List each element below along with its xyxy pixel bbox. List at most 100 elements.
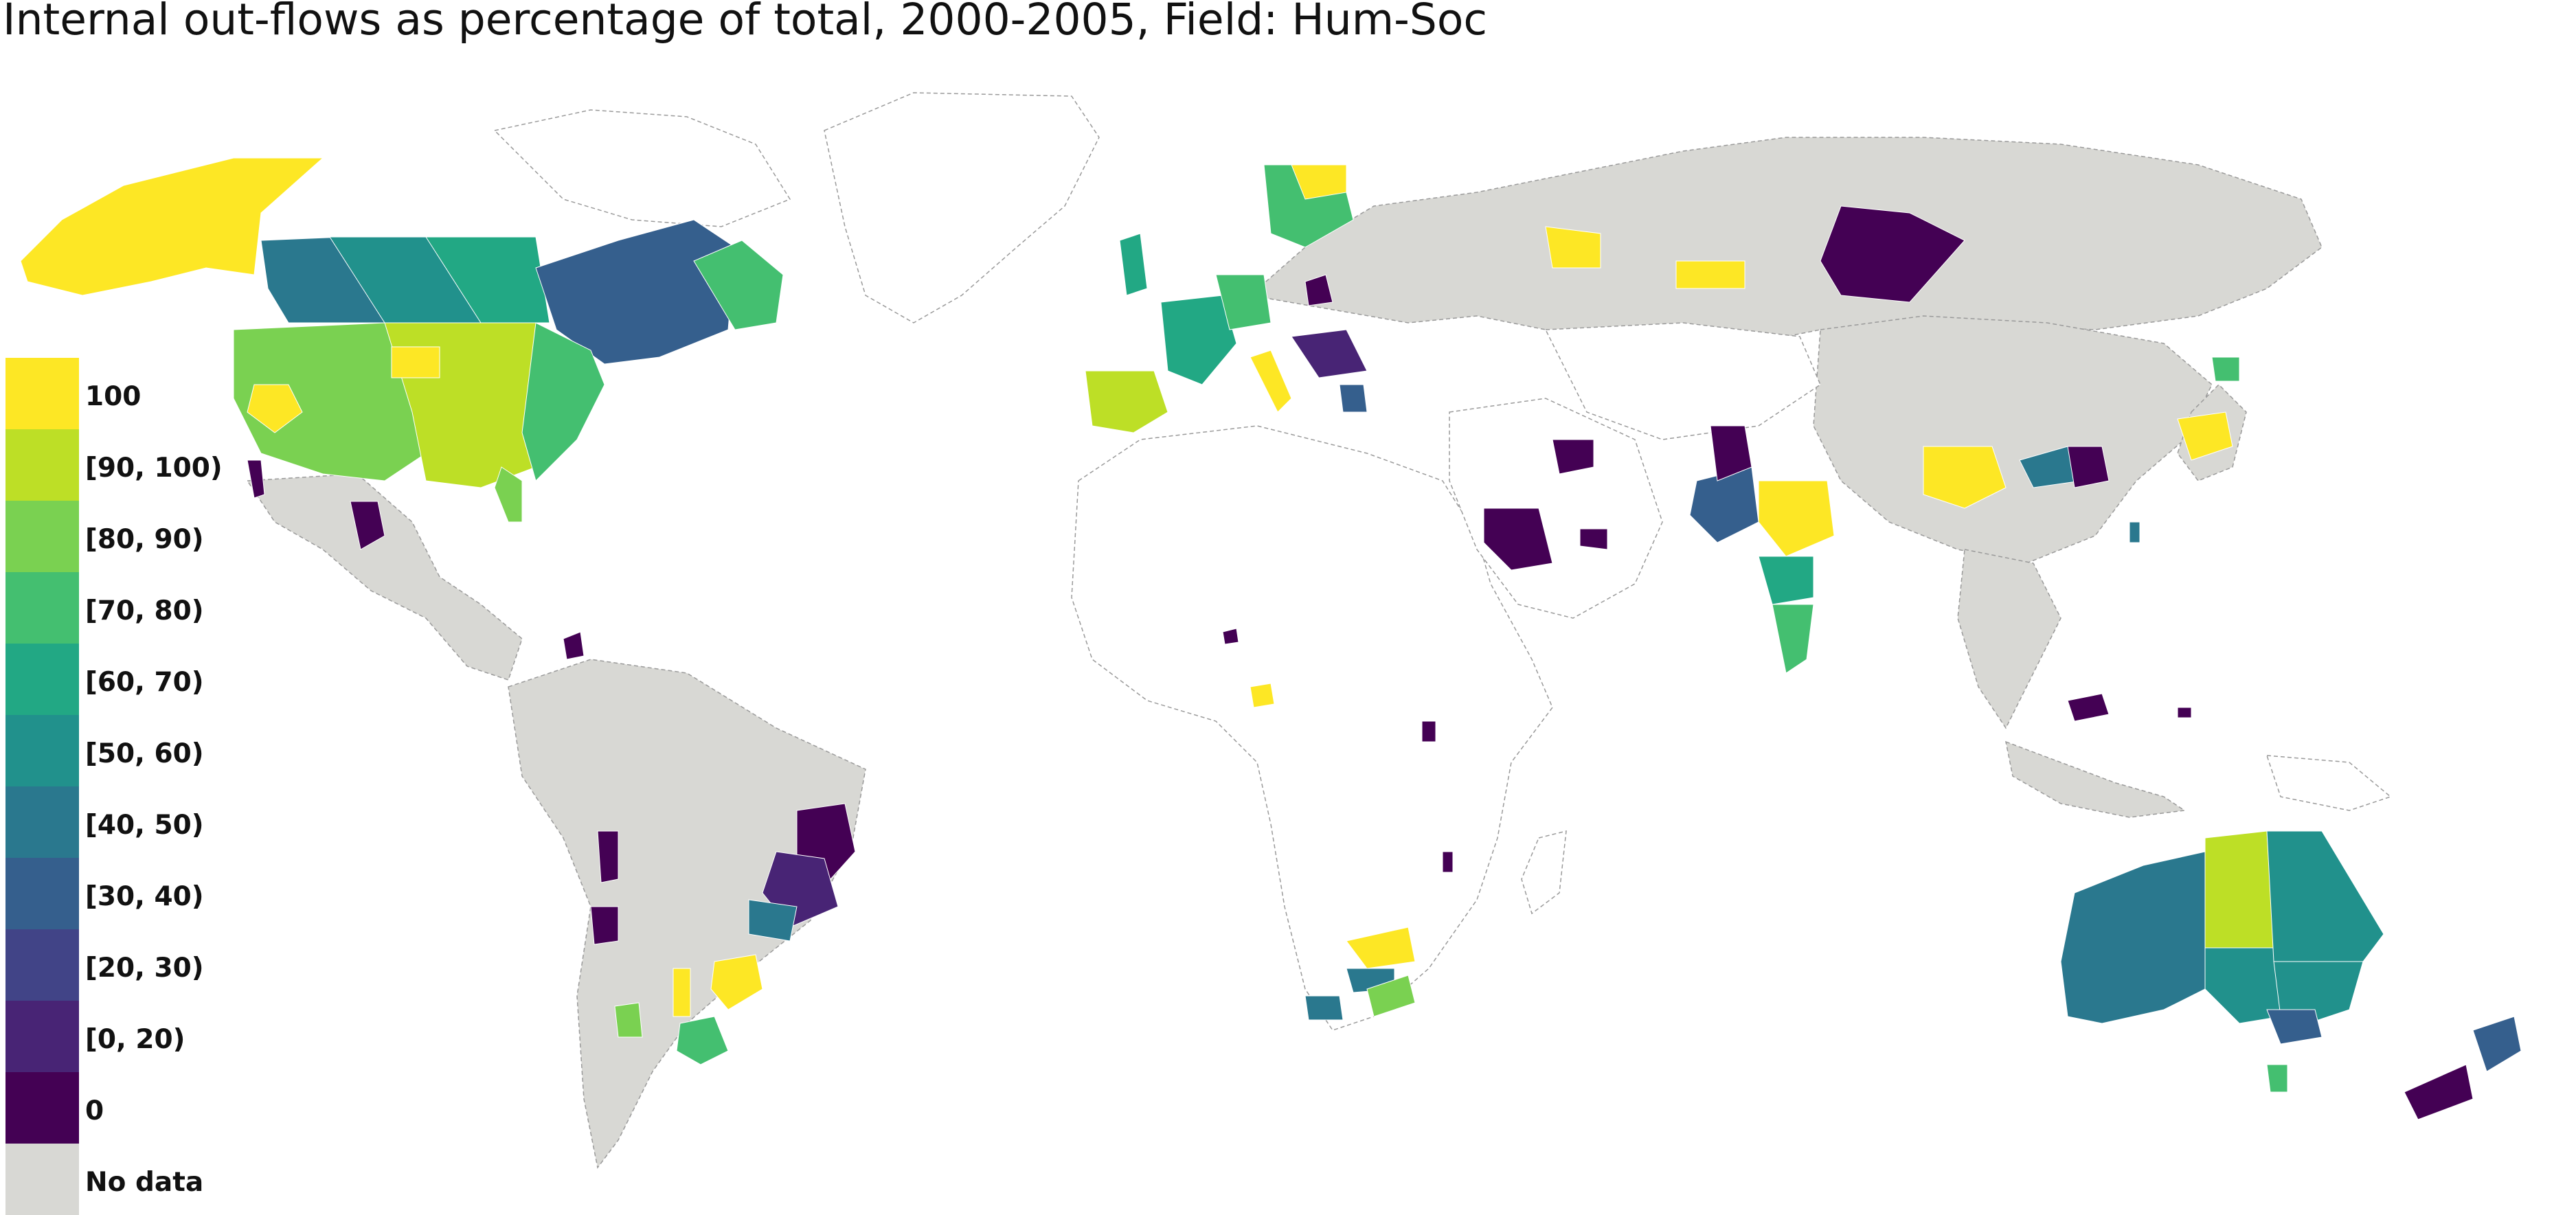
legend-swatch — [5, 929, 79, 1001]
region-poland — [1304, 274, 1333, 306]
region-usa-fl — [494, 466, 523, 523]
legend-label: [80, 90) — [85, 524, 204, 555]
region-taiwan — [2129, 521, 2140, 543]
region-south-africa-west — [1304, 995, 1344, 1021]
legend-label: No data — [85, 1167, 204, 1198]
legend-swatch — [5, 644, 79, 715]
region-south-africa-east — [1366, 975, 1416, 1017]
region-australia-nt — [2204, 830, 2274, 949]
legend-item: [30, 40) — [5, 858, 204, 929]
region-germany — [1215, 274, 1272, 330]
region-mexico-north — [350, 501, 385, 550]
legend-item: [20, 30) — [5, 929, 204, 1001]
legend-label: 0 — [85, 1095, 104, 1126]
legend-item: [50, 60) — [5, 715, 204, 786]
region-usa-ca — [247, 384, 303, 433]
region-iberia — [1085, 370, 1168, 433]
region-southeast-asia — [1957, 549, 2061, 729]
legend-swatch — [5, 786, 79, 858]
legend-swatch — [5, 501, 79, 572]
legend-item: [90, 100) — [5, 429, 223, 501]
region-australia-qld — [2266, 830, 2384, 962]
region-indonesia — [2004, 740, 2187, 818]
legend-item: [80, 90) — [5, 501, 204, 572]
region-siberia — [1820, 205, 1965, 303]
region-tasmania — [2266, 1064, 2288, 1093]
region-france — [1160, 295, 1237, 385]
region-usa-east — [521, 322, 605, 481]
legend-item: [40, 50) — [5, 786, 204, 858]
region-australia-sa — [2204, 947, 2281, 1024]
region-iran — [1552, 439, 1594, 475]
region-east-africa-2 — [1442, 851, 1454, 873]
region-australia-vic — [2266, 1009, 2323, 1045]
region-chile-mid — [614, 1002, 643, 1038]
region-uk — [1119, 233, 1148, 296]
region-middle-east — [1449, 398, 1663, 619]
legend-swatch — [5, 1072, 79, 1144]
region-south-africa-north — [1346, 927, 1416, 969]
region-china-central — [1923, 446, 2007, 509]
region-south-america — [508, 659, 866, 1169]
region-argentina-ne — [710, 954, 763, 1010]
legend-swatch — [5, 1144, 79, 1215]
legend-swatch — [5, 858, 79, 929]
region-argentina-south — [676, 1016, 729, 1065]
legend-label: [50, 60) — [85, 738, 204, 769]
region-japan-data — [2177, 411, 2233, 461]
region-canada-prairies — [425, 236, 550, 323]
legend-label: 100 — [85, 381, 142, 412]
legend-item: No data — [5, 1144, 203, 1215]
region-greece — [1339, 384, 1368, 413]
region-borneo-point — [2177, 707, 2192, 718]
region-madagascar — [1521, 830, 1567, 915]
legend-label: [60, 70) — [85, 667, 204, 698]
region-peru — [597, 830, 619, 883]
region-canada-atlantic — [693, 240, 784, 330]
region-russia-west — [1545, 226, 1601, 269]
region-central-asia — [1544, 322, 1821, 440]
region-central-america — [246, 473, 523, 681]
region-caribbean — [563, 631, 585, 660]
region-russia-mid — [1675, 260, 1745, 289]
region-china — [1813, 315, 2213, 564]
region-new-zealand-north — [2472, 1016, 2522, 1072]
map-title: Internal out-flows as percentage of tota… — [3, 0, 1488, 45]
region-mexico-baja — [247, 459, 265, 499]
region-saudi — [1483, 508, 1553, 571]
legend-label: [40, 50) — [85, 810, 204, 841]
region-africa — [1071, 425, 1553, 1031]
region-india-south — [1772, 604, 1814, 674]
region-gulf — [1579, 528, 1608, 550]
legend-label: [20, 30) — [85, 953, 204, 984]
region-west-africa-2 — [1222, 628, 1239, 645]
region-usa-nd — [391, 346, 440, 378]
legend-item: [70, 80) — [5, 572, 204, 644]
legend-item: [60, 70) — [5, 644, 204, 715]
region-australia-wa — [2060, 851, 2206, 1024]
base-land — [246, 92, 2392, 1169]
region-korea — [2211, 356, 2240, 382]
region-chile — [590, 906, 619, 945]
region-brazil-south — [748, 899, 798, 942]
region-balkans — [1291, 329, 1368, 378]
legend-item: [0, 20) — [5, 1001, 185, 1072]
region-greenland — [824, 92, 1100, 323]
region-pakistan — [1710, 425, 1752, 481]
legend-label: [0, 20) — [85, 1024, 185, 1055]
region-india-north — [1758, 480, 1835, 557]
region-finland — [1291, 164, 1347, 200]
region-new-guinea — [2266, 755, 2392, 811]
region-argentina-center — [673, 968, 691, 1017]
legend-swatch — [5, 1001, 79, 1072]
region-west-africa-1 — [1250, 683, 1275, 708]
legend-item: 0 — [5, 1072, 104, 1144]
legend-label: [70, 80) — [85, 595, 204, 626]
region-india-central — [1758, 556, 1814, 605]
legend-label: [30, 40) — [85, 881, 204, 912]
region-alaska — [20, 157, 324, 296]
legend-swatch — [5, 358, 79, 429]
region-new-zealand-south — [2404, 1064, 2474, 1120]
legend-swatch — [5, 429, 79, 501]
region-china-coast — [2067, 446, 2110, 488]
